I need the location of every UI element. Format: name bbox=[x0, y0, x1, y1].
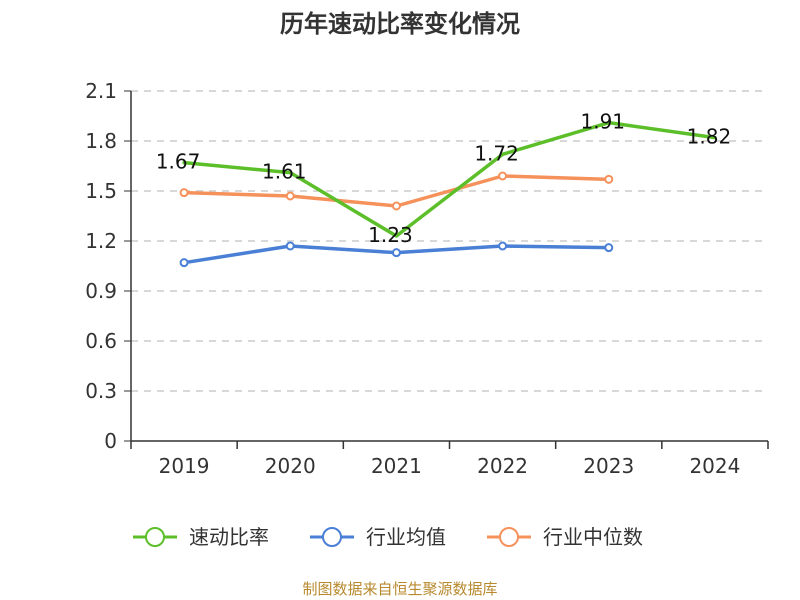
data-point bbox=[498, 241, 508, 251]
data-point bbox=[604, 243, 614, 253]
legend-label: 行业中位数 bbox=[543, 525, 643, 549]
y-tick-label: 0 bbox=[104, 429, 117, 453]
legend-item-1: 速动比率 bbox=[133, 525, 269, 549]
data-label: 1.67 bbox=[156, 150, 201, 174]
chart-title: 历年速动比率变化情况 bbox=[280, 10, 520, 38]
y-tick-label: 1.5 bbox=[85, 179, 117, 203]
data-label: 1.91 bbox=[580, 110, 625, 134]
x-tick-label: 2021 bbox=[371, 454, 422, 478]
data-point bbox=[179, 188, 189, 198]
legend-marker bbox=[499, 527, 519, 547]
data-point bbox=[604, 174, 614, 184]
y-tick-label: 0.9 bbox=[85, 279, 117, 303]
axes: 0 0.3 0.6 0.9 1.2 1.5 1.8 2.1 2019 2020 2021 2022 20… bbox=[85, 79, 769, 478]
series-3 bbox=[179, 171, 614, 211]
grid-lines bbox=[131, 90, 768, 392]
source-note: 制图数据来自恒生聚源数据库 bbox=[302, 580, 497, 598]
x-tick-label: 2024 bbox=[689, 454, 740, 478]
data-label: 1.82 bbox=[687, 125, 732, 149]
legend-item-2: 行业均值 bbox=[310, 525, 446, 549]
data-point bbox=[285, 191, 295, 201]
legend-marker bbox=[322, 527, 342, 547]
data-point bbox=[285, 241, 295, 251]
data-labels: 1.67 1.61 1.23 1.72 1.91 1.82 bbox=[156, 110, 731, 247]
y-tick-label: 0.3 bbox=[85, 379, 117, 403]
legend-label: 速动比率 bbox=[189, 525, 269, 549]
y-tick-label: 0.6 bbox=[85, 329, 117, 353]
y-tick-label: 1.2 bbox=[85, 229, 117, 253]
x-tick-label: 2019 bbox=[159, 454, 210, 478]
x-tick-label: 2022 bbox=[477, 454, 528, 478]
y-tick-label: 1.8 bbox=[85, 129, 117, 153]
legend-item-3: 行业中位数 bbox=[487, 525, 643, 549]
series-layer bbox=[179, 120, 717, 268]
data-point bbox=[391, 201, 401, 211]
data-label: 1.72 bbox=[474, 141, 519, 165]
data-point bbox=[498, 171, 508, 181]
legend: 速动比率 行业均值 行业中位数 bbox=[133, 525, 643, 549]
x-tick-label: 2020 bbox=[265, 454, 316, 478]
data-point bbox=[391, 248, 401, 258]
x-tick-label: 2023 bbox=[583, 454, 634, 478]
data-label: 1.61 bbox=[262, 160, 307, 184]
series-2 bbox=[179, 241, 614, 268]
data-point bbox=[179, 258, 189, 268]
series-line bbox=[182, 120, 717, 238]
legend-label: 行业均值 bbox=[366, 525, 446, 549]
y-tick-label: 2.1 bbox=[85, 79, 117, 103]
series-1 bbox=[182, 120, 717, 238]
legend-marker bbox=[145, 527, 165, 547]
data-label: 1.23 bbox=[368, 223, 413, 247]
